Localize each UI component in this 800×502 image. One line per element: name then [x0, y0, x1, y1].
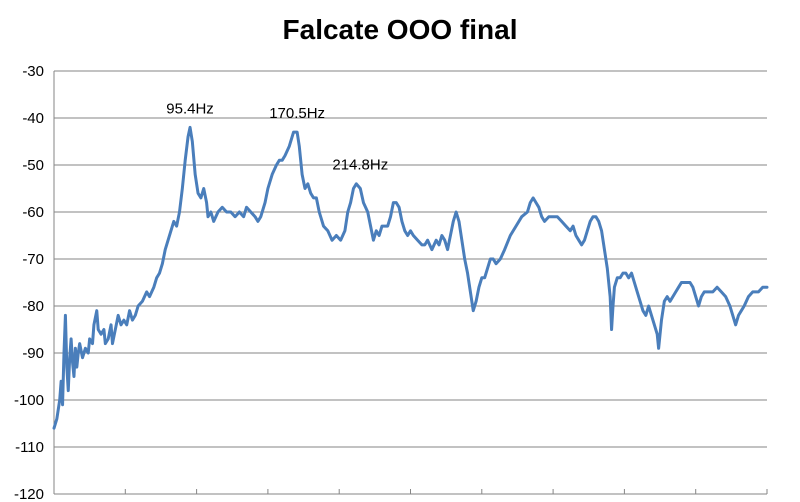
y-tick-label: -90 — [22, 345, 44, 362]
peak-annotation: 170.5Hz — [269, 105, 325, 122]
axis-layer — [53, 71, 768, 495]
y-tick-label: -30 — [22, 63, 44, 80]
y-tick-label: -120 — [14, 486, 44, 502]
y-tick-label: -110 — [15, 439, 44, 456]
label-layer: -30-40-50-60-70-80-90-100-110-1200501001… — [14, 63, 780, 502]
y-tick-label: -80 — [22, 298, 44, 315]
y-tick-label: -100 — [14, 392, 44, 409]
y-tick-label: -70 — [22, 251, 44, 268]
y-tick-label: -40 — [22, 110, 44, 127]
y-tick-label: -50 — [22, 157, 44, 174]
chart-title: Falcate OOO final — [282, 14, 518, 45]
grid-layer — [54, 70, 767, 448]
y-tick-label: -60 — [22, 204, 44, 221]
series-layer — [52, 125, 769, 430]
peak-annotation: 95.4Hz — [166, 100, 214, 117]
peak-annotation: 214.8Hz — [332, 157, 388, 174]
series-line — [52, 125, 769, 430]
